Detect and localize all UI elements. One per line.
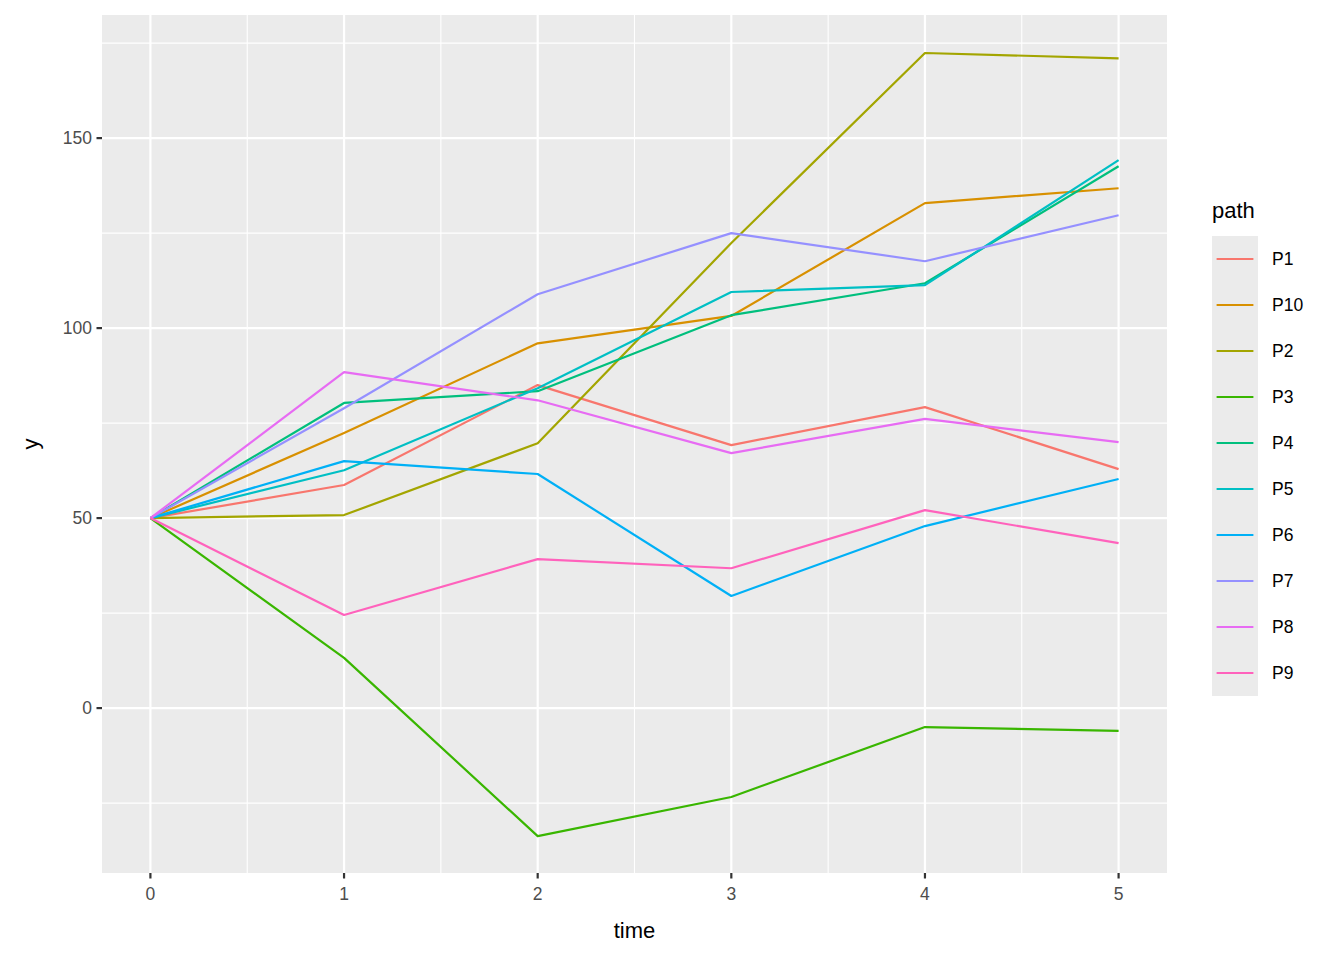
minor-grid-line (1021, 15, 1022, 873)
tick-mark (1117, 873, 1119, 879)
grid-line (343, 15, 345, 873)
axis-title: y (18, 439, 43, 450)
series-line (150, 160, 1118, 518)
series-line (150, 215, 1118, 518)
series-line (150, 510, 1118, 615)
tick-mark (537, 873, 539, 879)
series-line (150, 166, 1118, 518)
minor-grid-line (828, 15, 829, 873)
tick-label: 0 (146, 884, 156, 904)
tick-mark (97, 327, 103, 329)
legend-key (1212, 236, 1258, 282)
tick-label: 50 (73, 508, 93, 528)
legend-label: P2 (1272, 341, 1293, 361)
legend-swatch (1217, 534, 1254, 536)
tick-mark (97, 517, 103, 519)
legend-label: P9 (1272, 663, 1293, 683)
tick-mark (97, 707, 103, 709)
tick-label: 150 (63, 128, 92, 148)
tick-label: 1 (339, 884, 349, 904)
legend-swatch (1217, 396, 1254, 398)
legend-key (1212, 374, 1258, 420)
series-line (150, 372, 1118, 518)
tick-label: 2 (533, 884, 543, 904)
chart-root: 0 50 100 150 0 1 2 3 4 5 time y path P1 P10 P2 P3 P4 P5 P6 P… (0, 0, 1344, 960)
legend-label: P5 (1272, 479, 1293, 499)
legend-key (1212, 328, 1258, 374)
tick-label: 5 (1114, 884, 1124, 904)
legend-key (1212, 282, 1258, 328)
legend-label: P8 (1272, 617, 1293, 637)
legend-label: P3 (1272, 387, 1293, 407)
legend-key (1212, 558, 1258, 604)
grid-line (102, 707, 1167, 709)
legend-key (1212, 650, 1258, 696)
tick-mark (149, 873, 151, 879)
legend-swatch (1217, 304, 1254, 306)
series-group (150, 53, 1118, 836)
legend-label: P10 (1272, 295, 1303, 315)
series-line (150, 385, 1118, 518)
legend-swatch (1217, 580, 1254, 582)
grid (102, 15, 1167, 873)
legend-swatch (1217, 350, 1254, 352)
grid-line (1117, 15, 1119, 873)
tick-mark (730, 873, 732, 879)
series-line (150, 53, 1118, 518)
legend-title: path (1212, 198, 1255, 223)
background (0, 0, 1344, 960)
axis-title: time (614, 918, 656, 943)
legend-label: P7 (1272, 571, 1293, 591)
minor-grid-line (634, 15, 635, 873)
minor-grid-line (440, 15, 441, 873)
tick-label: 4 (920, 884, 930, 904)
legend: path P1 P10 P2 P3 P4 P5 P6 P7 P8 P9 (1212, 198, 1303, 696)
tick-label: 3 (726, 884, 736, 904)
chart: 0 50 100 150 0 1 2 3 4 5 time y path P1 P10 P2 P3 P4 P5 P6 P… (0, 0, 1344, 960)
grid-line (924, 15, 926, 873)
legend-swatch (1217, 626, 1254, 628)
legend-label: P4 (1272, 433, 1294, 453)
series-line (150, 461, 1118, 596)
legend-label: P6 (1272, 525, 1293, 545)
tick-mark (343, 873, 345, 879)
series-line (150, 518, 1118, 836)
panel (102, 15, 1167, 873)
legend-key (1212, 466, 1258, 512)
legend-key (1212, 512, 1258, 558)
grid-line (102, 137, 1167, 139)
legend-swatch (1217, 442, 1254, 444)
legend-key (1212, 604, 1258, 650)
tick-label: 0 (82, 698, 92, 718)
tick-mark (97, 137, 103, 139)
legend-swatch (1217, 488, 1254, 490)
legend-key (1212, 420, 1258, 466)
legend-label: P1 (1272, 249, 1293, 269)
tick-label: 100 (63, 318, 92, 338)
tick-mark (924, 873, 926, 879)
grid-line (149, 15, 151, 873)
legend-swatch (1217, 258, 1254, 260)
legend-swatch (1217, 672, 1254, 674)
axes: 0 50 100 150 0 1 2 3 4 5 (63, 128, 1124, 904)
